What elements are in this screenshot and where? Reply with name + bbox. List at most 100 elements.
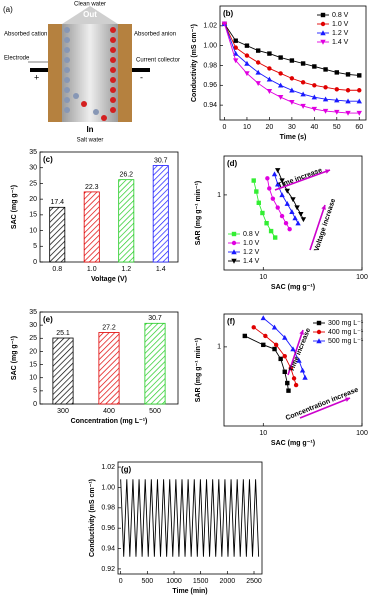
y-tick-label: 1.00 bbox=[101, 484, 115, 491]
marker bbox=[299, 367, 306, 373]
y-axis-label: Conductivity (mS cm⁻¹) bbox=[89, 479, 96, 557]
marker bbox=[251, 178, 256, 183]
y-tick-label: 15 bbox=[29, 212, 37, 219]
x-tick-label: 1.0 bbox=[87, 266, 97, 273]
marker bbox=[289, 76, 295, 81]
collector-right bbox=[132, 68, 150, 72]
x-tick-label: 500 bbox=[149, 408, 161, 415]
marker bbox=[289, 58, 295, 63]
y-axis-label: Conductivity (mS cm⁻¹) bbox=[191, 24, 198, 102]
marker bbox=[345, 110, 351, 116]
legend-marker bbox=[231, 240, 237, 246]
marker bbox=[268, 228, 274, 234]
value-label: 30.7 bbox=[148, 315, 162, 322]
y-tick-label: 0.98 bbox=[203, 62, 217, 69]
bar bbox=[144, 322, 166, 405]
x-tick-label: 30 bbox=[288, 124, 296, 131]
marker bbox=[279, 178, 285, 184]
y-tick-label: 1.02 bbox=[101, 464, 115, 471]
marker bbox=[266, 89, 273, 94]
marker bbox=[233, 38, 238, 43]
collector-left bbox=[30, 68, 48, 72]
y-tick-label: 5 bbox=[33, 388, 37, 395]
y-tick-label: 25 bbox=[29, 180, 37, 187]
channel bbox=[62, 24, 118, 122]
marker bbox=[265, 176, 270, 181]
panel-label: (c) bbox=[43, 155, 53, 164]
marker bbox=[233, 45, 238, 50]
legend-marker bbox=[320, 12, 326, 18]
marker bbox=[312, 83, 317, 88]
marker bbox=[275, 168, 281, 174]
legend-marker bbox=[231, 249, 237, 255]
y-tick-label: 0 bbox=[33, 401, 37, 408]
value-label: 30.7 bbox=[154, 157, 168, 164]
marker bbox=[278, 55, 283, 60]
y-tick-label: 0.96 bbox=[203, 82, 217, 89]
marker bbox=[272, 346, 277, 352]
marker bbox=[311, 94, 318, 100]
cation-label: Absorbed cation bbox=[4, 32, 47, 38]
x-tick-label: 20 bbox=[266, 124, 274, 131]
marker bbox=[283, 220, 289, 226]
panel-label: (g) bbox=[121, 465, 132, 474]
marker bbox=[356, 98, 362, 104]
marker bbox=[300, 80, 306, 85]
marker bbox=[271, 324, 278, 330]
electrode-label: Electrode bbox=[4, 56, 30, 62]
y-axis-label: SAR (mg g⁻¹ min⁻¹) bbox=[195, 338, 202, 403]
y-tick-label: 0.98 bbox=[101, 505, 115, 512]
legend-label: 1.2 V bbox=[332, 30, 349, 37]
legend-marker bbox=[231, 258, 237, 264]
x-tick-label: 10 bbox=[259, 274, 267, 281]
marker bbox=[284, 201, 290, 206]
marker bbox=[255, 60, 261, 65]
marker bbox=[289, 99, 295, 105]
y-tick-label: 30 bbox=[29, 165, 37, 172]
x-tick-label: 300 bbox=[57, 408, 69, 415]
annotation-arrowhead bbox=[299, 330, 304, 335]
x-axis-label: SAC (mg g⁻¹) bbox=[271, 440, 315, 447]
panel-label: (d) bbox=[227, 159, 238, 168]
x-tick-label: 100 bbox=[356, 430, 368, 437]
marker bbox=[277, 95, 284, 100]
marker bbox=[270, 196, 276, 201]
marker bbox=[300, 61, 306, 66]
marker bbox=[242, 333, 248, 339]
value-label: 22.3 bbox=[85, 184, 99, 191]
marker bbox=[286, 388, 291, 393]
x-axis-label: SAC (mg g⁻¹) bbox=[271, 284, 315, 291]
bar bbox=[118, 179, 135, 263]
outlet-arrow bbox=[62, 6, 118, 24]
marker bbox=[279, 192, 285, 198]
y-tick-label: 0 bbox=[33, 259, 37, 266]
marker bbox=[285, 380, 290, 386]
panel-label: (f) bbox=[227, 317, 235, 326]
marker bbox=[323, 85, 328, 90]
marker bbox=[263, 333, 268, 339]
diagram: (a) Clean water Out Absorbed cation Abso… bbox=[3, 2, 180, 144]
marker bbox=[275, 181, 281, 187]
bar bbox=[83, 191, 100, 263]
legend-label: 0.8 V bbox=[243, 231, 260, 238]
x-tick-label: 10 bbox=[243, 124, 251, 131]
x-tick-label: 0 bbox=[119, 578, 123, 585]
top-label: Clean water bbox=[74, 2, 106, 8]
legend-marker bbox=[316, 338, 322, 344]
legend-label: 0.8 V bbox=[332, 12, 349, 19]
electrode-left bbox=[48, 24, 62, 122]
marker bbox=[267, 186, 272, 191]
marker bbox=[290, 197, 296, 203]
legend-marker bbox=[316, 320, 322, 326]
y-tick-label: 0.94 bbox=[203, 102, 217, 109]
value-label: 26.2 bbox=[119, 172, 133, 179]
plot-frame bbox=[39, 151, 179, 263]
annotation-arrow bbox=[274, 169, 331, 191]
x-tick-label: 40 bbox=[310, 124, 318, 131]
ions bbox=[64, 27, 116, 121]
marker bbox=[312, 64, 317, 69]
marker bbox=[261, 342, 266, 348]
annotation-arrow bbox=[299, 397, 351, 419]
marker bbox=[302, 374, 308, 380]
